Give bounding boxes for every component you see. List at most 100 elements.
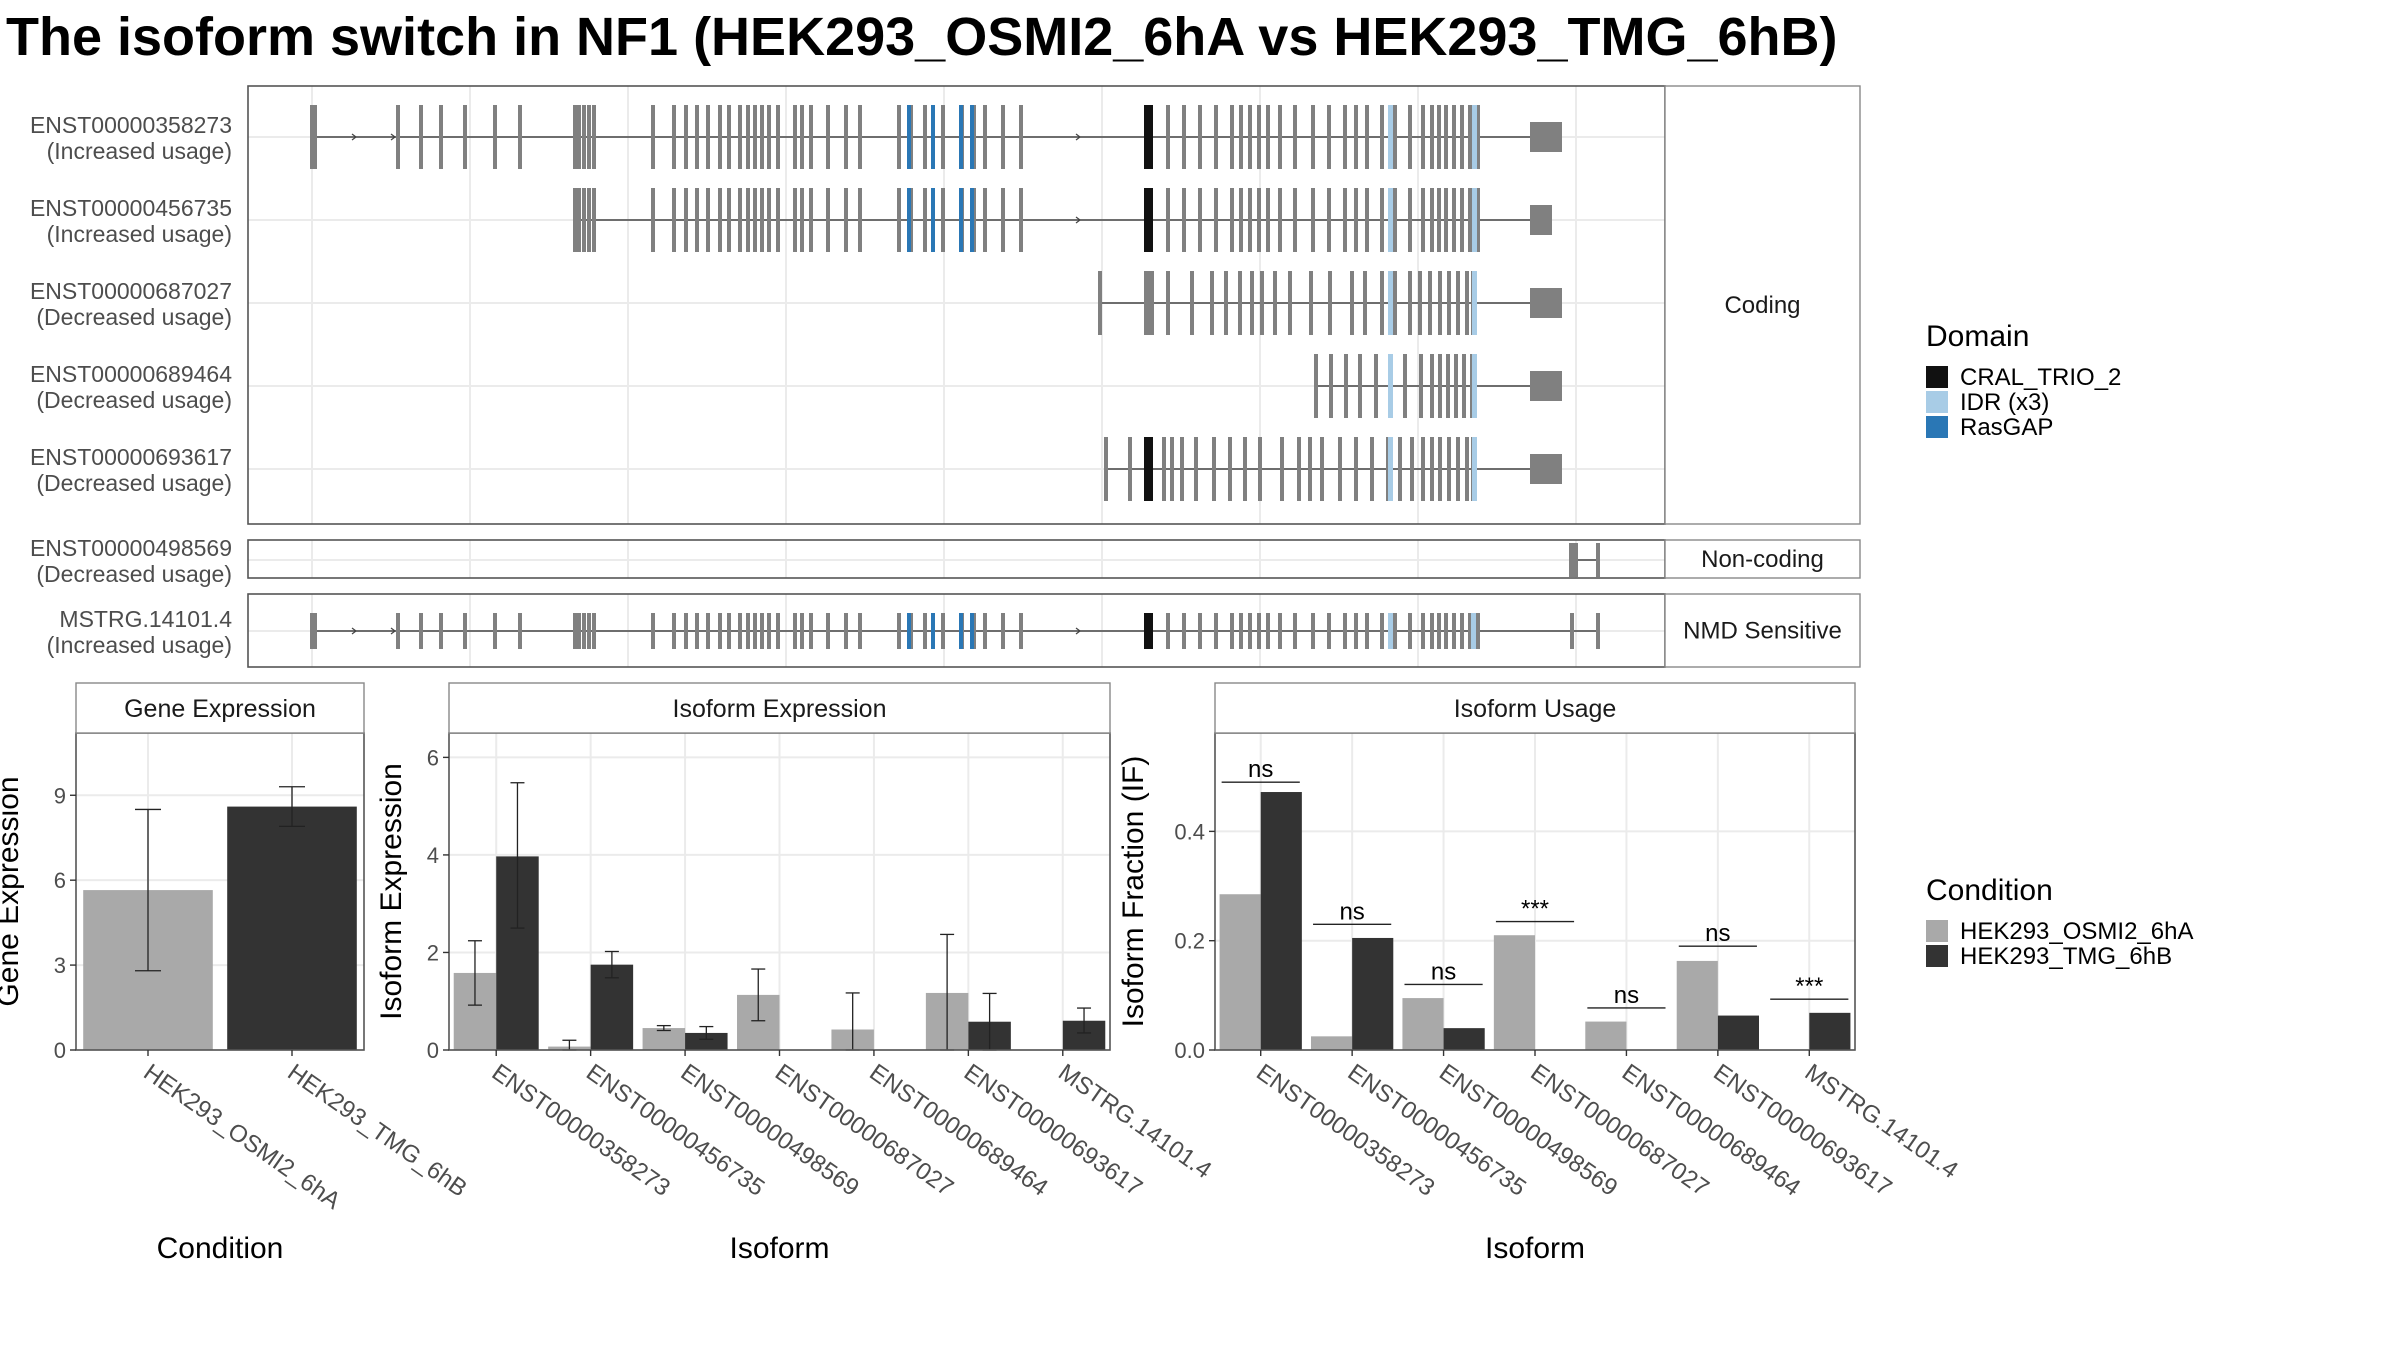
exon-block [800,613,804,649]
exon-block [1437,105,1441,169]
bar [1260,792,1302,1050]
exon-block [518,613,522,649]
exon-block [706,105,710,169]
exon-block [1430,437,1434,501]
exon-block [1311,613,1315,649]
exon-block [1408,271,1412,335]
exon-block [1430,613,1434,649]
exon-block [1239,105,1243,169]
figure-title: The isoform switch in NF1 (HEK293_OSMI2_… [6,7,1838,67]
facet-strip [1664,593,1861,668]
exon-block [1214,188,1218,252]
transcript-row [573,188,1552,252]
y-axis-label: Isoform Fraction (IF) [1117,756,1150,1028]
significance-label: *** [1521,896,1549,923]
idr-domain-block [1472,188,1477,252]
exon-block [1230,105,1234,169]
transcript-group-non-coding: Non-coding [247,539,1861,579]
exon-block [1465,271,1469,335]
exon-block [767,105,771,169]
exon-block [1001,105,1005,169]
rasgap-domain-block [931,188,935,252]
strand-arrow [351,627,357,635]
bar [1676,960,1718,1050]
exon-block [923,105,927,169]
significance-label: ns [1431,958,1456,985]
bar [1809,1012,1851,1050]
transcript-id-label: ENST00000498569 [30,535,232,561]
exon-block [1327,188,1331,252]
y-tick-label: 0 [54,1038,66,1063]
exon-block [672,105,676,169]
exon-block [1444,613,1448,649]
terminal-exon [1530,371,1562,401]
exon-block [1343,613,1347,649]
exon-block [923,188,927,252]
exon-block [1344,354,1348,418]
facet-strip-label: Non-coding [1701,546,1824,573]
transcript-id-label: ENST00000358273 [30,112,232,138]
exon-block [1297,437,1301,501]
exon-block [1166,271,1170,335]
exon-block [1308,437,1312,501]
exon-block [800,188,804,252]
x-axis-label: Isoform [729,1232,829,1265]
idr-domain-block [1388,105,1393,169]
x-tick-label: MSTRG.14101.4 [1800,1059,1963,1184]
exon-block [1476,105,1480,169]
exon-block [1438,271,1442,335]
transcript-status-label: (Decreased usage) [36,304,232,330]
exon-block [684,105,688,169]
exon-block [1328,271,1332,335]
exon-block [1180,437,1184,501]
exon-block [1437,613,1441,649]
exon-block [1430,354,1434,418]
exon-block [651,105,655,169]
exon-block [727,613,731,649]
exon-block [844,613,848,649]
exon-block [493,105,497,169]
exon-block [1452,105,1456,169]
bar [642,1028,686,1050]
strand-arrow [390,627,396,635]
bar [685,1032,728,1050]
domain-legend-swatch [1926,391,1948,413]
exon-block [439,105,443,169]
exon-block [1338,437,1342,501]
exon-block [1354,105,1358,169]
exon-block [1293,188,1297,252]
exon-block [1393,188,1397,252]
y-axis-label: Isoform Expression [375,763,408,1020]
exon-block [858,613,862,649]
exon-block [695,188,699,252]
exon-block [923,613,927,649]
exon-block [1239,613,1243,649]
condition-legend-label: HEK293_TMG_6hB [1960,943,2172,970]
exon-block [897,105,901,169]
exon-block [1476,188,1480,252]
exon-block [1365,613,1369,649]
exon-block [463,613,467,649]
exon-block [767,188,771,252]
exon-block [672,188,676,252]
exon-block [1288,271,1292,335]
significance-label: ns [1705,920,1730,947]
bar [1352,937,1394,1050]
exon-block [684,188,688,252]
exon-block [1460,105,1464,169]
exon-block [706,188,710,252]
exon-block [1374,354,1378,418]
exon-block [1278,613,1282,649]
transcript-row [1314,354,1562,418]
x-axis-label: Condition [157,1232,284,1265]
exon-block [826,188,830,252]
exon-block [1257,188,1261,252]
exon-block [1320,437,1324,501]
panel-title: Isoform Expression [673,695,887,723]
exon-block [753,613,757,649]
exon-block [1365,105,1369,169]
